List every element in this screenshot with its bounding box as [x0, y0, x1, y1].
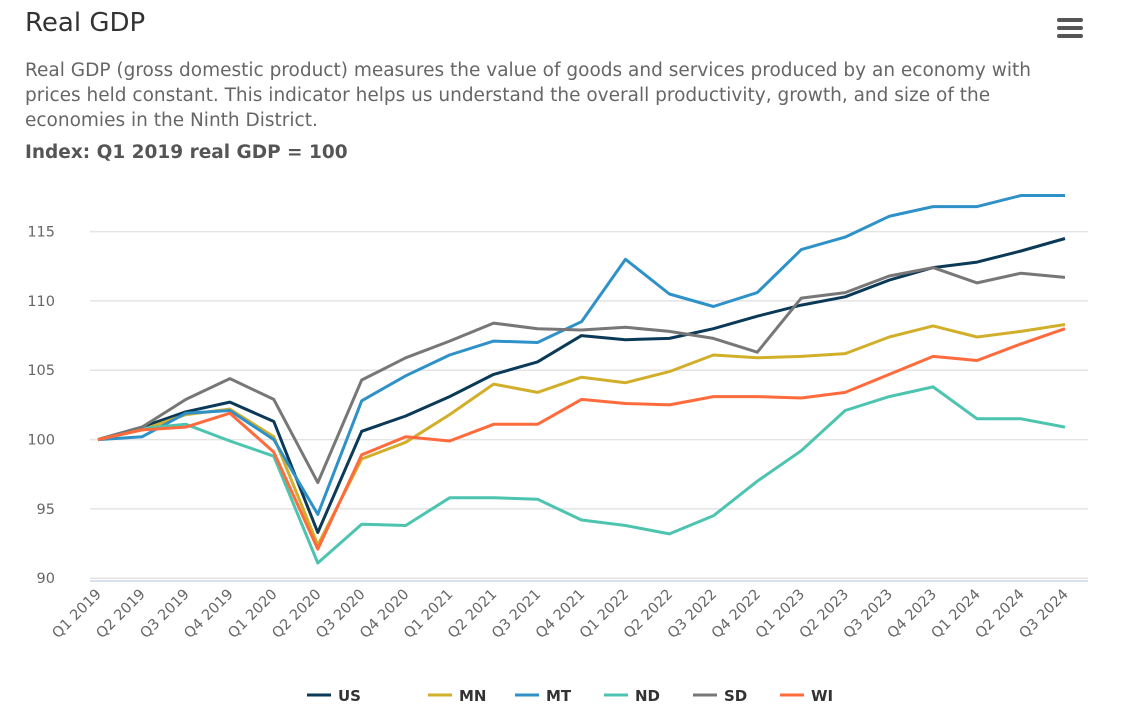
legend-label: SD: [724, 687, 747, 705]
x-tick-label: Q3 2024: [1017, 587, 1072, 642]
y-tick-label: 95: [37, 502, 55, 518]
legend-item-nd[interactable]: ND: [604, 687, 660, 705]
legend-item-mt[interactable]: MT: [515, 687, 572, 705]
hamburger-menu-icon[interactable]: [1057, 18, 1083, 40]
legend-item-mn[interactable]: MN: [428, 687, 486, 705]
series-line-mn: [97, 323, 1066, 547]
legend-label: MN: [459, 687, 486, 705]
page-title: Real GDP: [25, 8, 146, 38]
y-tick-label: 90: [37, 571, 55, 587]
series-line-nd: [97, 385, 1066, 565]
y-tick-label: 100: [27, 433, 55, 449]
legend-item-us[interactable]: US: [307, 687, 361, 705]
legend-label: MT: [546, 687, 572, 705]
index-label: Index: Q1 2019 real GDP = 100: [25, 142, 348, 163]
legend-item-sd[interactable]: SD: [693, 687, 747, 705]
y-tick-label: 105: [27, 363, 55, 379]
legend-label: WI: [811, 687, 833, 705]
legend-label: US: [338, 687, 361, 705]
legend-label: ND: [635, 687, 660, 705]
series-line-wi: [97, 327, 1066, 551]
series-line-sd: [97, 266, 1066, 485]
legend-item-wi[interactable]: WI: [780, 687, 833, 705]
chart-description: Real GDP (gross domestic product) measur…: [25, 60, 1031, 131]
y-tick-label: 115: [27, 225, 55, 241]
series-line-us: [97, 237, 1066, 534]
series-line-mt: [97, 194, 1065, 516]
y-tick-label: 110: [27, 294, 55, 310]
